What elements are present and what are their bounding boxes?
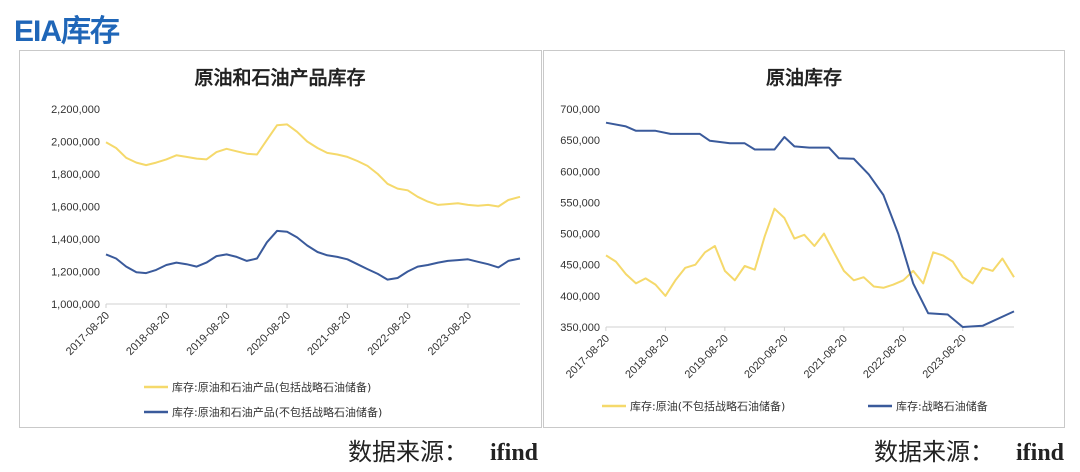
series-line-2 (105, 229, 521, 281)
y-tick-label: 2,200,000 (51, 104, 100, 116)
y-tick-label: 350,000 (560, 322, 600, 334)
y-tick-label: 1,000,000 (51, 299, 100, 311)
y-tick-label: 1,400,000 (51, 234, 100, 246)
legend-label: 库存:原油和石油产品(不包括战略石油储备) (172, 405, 382, 419)
y-tick-label: 650,000 (560, 135, 600, 147)
x-tick-label: 2018-08-20 (124, 310, 172, 358)
x-tick-label: 2020-08-20 (742, 333, 790, 381)
series-line-1 (105, 123, 521, 208)
series-line-2 (605, 121, 1015, 328)
source-label: 数据来源： (874, 440, 994, 466)
y-tick-label: 500,000 (560, 229, 600, 241)
x-tick-label: 2018-08-20 (623, 333, 671, 381)
x-tick-label: 2017-08-20 (564, 333, 612, 381)
y-tick-label: 1,200,000 (51, 267, 100, 279)
chart-panel-right: 原油库存 350,000 400,000 450,000 500,000 550,000 6… (543, 50, 1065, 428)
y-tick-label: 1,800,000 (51, 169, 100, 181)
x-tick-label: 2021-08-20 (802, 333, 850, 381)
x-tick-label: 2023-08-20 (426, 310, 474, 358)
source-value: ifind (490, 440, 539, 466)
x-tick-label: 2019-08-20 (184, 310, 232, 358)
x-tick-label: 2022-08-20 (861, 333, 909, 381)
x-tick-label: 2020-08-20 (245, 310, 293, 358)
chart-title: 原油库存 (766, 66, 842, 89)
x-tick-label: 2022-08-20 (366, 310, 414, 358)
y-tick-label: 600,000 (560, 166, 600, 178)
y-tick-label: 2,000,000 (51, 137, 100, 149)
chart-left: 原油和石油产品库存 1,000,000 1,200,000 1,400,000 1,60… (51, 66, 521, 419)
legend-label: 库存:原油和石油产品(包括战略石油储备) (172, 380, 371, 394)
x-tick-label: 2021-08-20 (305, 310, 353, 358)
legend-label: 库存:战略石油储备 (896, 399, 988, 413)
x-tick-label: 2017-08-20 (64, 310, 112, 358)
legend-label: 库存:原油(不包括战略石油储备) (630, 399, 785, 413)
y-tick-label: 400,000 (560, 291, 600, 303)
x-tick-label: 2019-08-20 (683, 333, 731, 381)
chart-title: 原油和石油产品库存 (194, 66, 365, 89)
y-tick-label: 450,000 (560, 260, 600, 272)
y-tick-label: 1,600,000 (51, 202, 100, 214)
source-label: 数据来源： (348, 440, 468, 466)
chart-panel-left: 原油和石油产品库存 1,000,000 1,200,000 1,400,000 1,60… (19, 50, 542, 428)
series-line-1 (605, 207, 1015, 297)
x-tick-label: 2023-08-20 (921, 333, 969, 381)
y-tick-label: 550,000 (560, 197, 600, 209)
y-tick-label: 700,000 (560, 104, 600, 116)
source-note-left: 数据来源： ifind (348, 432, 538, 467)
page-title: EIA库存 (14, 15, 120, 48)
source-value: ifind (1016, 440, 1065, 466)
source-note-right: 数据来源： ifind (874, 432, 1064, 467)
chart-right: 原油库存 350,000 400,000 450,000 500,000 550,000 6… (560, 66, 1015, 413)
